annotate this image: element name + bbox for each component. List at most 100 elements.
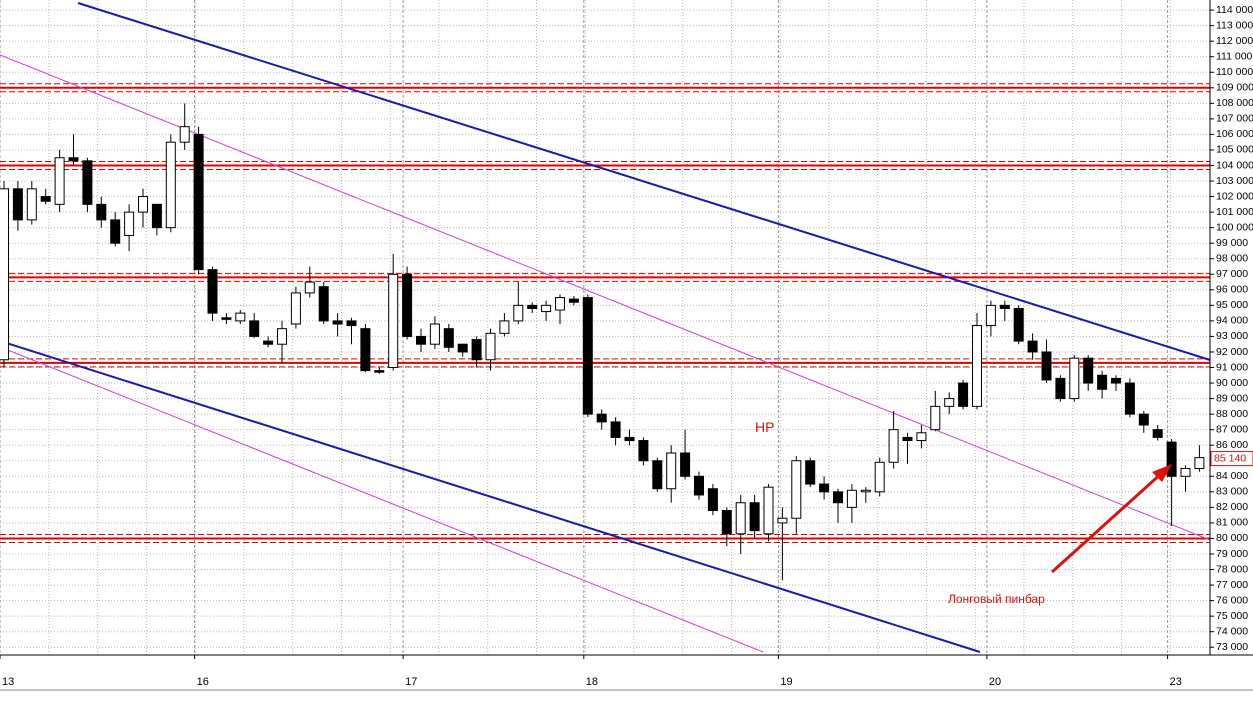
candle-body: [402, 273, 413, 337]
candle-body: [235, 312, 246, 322]
y-tick-label: 101 000: [1216, 206, 1253, 218]
candle-body: [96, 203, 107, 221]
y-tick-label: 86 000: [1216, 439, 1248, 451]
candle-body: [26, 188, 37, 221]
candle-body: [972, 325, 982, 407]
y-tick-label: 79 000: [1216, 548, 1248, 560]
y-tick-label: 81 000: [1216, 517, 1248, 529]
candle-body: [596, 413, 607, 423]
candle-body: [165, 141, 176, 229]
x-tick-label: 13: [2, 676, 14, 688]
y-tick-label: 75 000: [1216, 610, 1248, 622]
candle-body: [846, 489, 857, 508]
candle-body: [610, 421, 621, 438]
candle-body: [1180, 468, 1191, 477]
candle-body: [388, 273, 399, 369]
candle-body: [82, 160, 93, 205]
candle-body: [1194, 457, 1205, 470]
y-tick-label: 84 000: [1216, 470, 1248, 482]
candle-body: [471, 339, 482, 361]
y-tick-label: 94 000: [1216, 315, 1248, 327]
y-tick-label: 93 000: [1216, 330, 1248, 342]
annotation: Лонговый пинбар: [948, 592, 1045, 606]
candle-body: [1027, 340, 1038, 353]
candle-body: [1124, 382, 1135, 415]
candle-body: [221, 317, 232, 320]
candle-body: [1111, 377, 1121, 384]
y-tick-label: 108 000: [1216, 97, 1253, 109]
candle-body: [332, 320, 343, 325]
candle-body: [888, 429, 899, 463]
candle-body: [374, 370, 385, 373]
candle-body: [68, 157, 79, 162]
candle-body: [110, 219, 121, 244]
candle-body: [805, 460, 816, 485]
candle-body: [763, 486, 774, 535]
y-tick-label: 112 000: [1216, 35, 1253, 47]
candle-body: [652, 460, 663, 490]
candle-body: [777, 517, 788, 524]
trend-line: [0, 340, 981, 653]
candle-body: [1152, 429, 1163, 438]
y-tick-label: 113 000: [1216, 19, 1253, 31]
x-tick-label: 18: [586, 676, 598, 688]
candle-body: [207, 269, 218, 314]
x-tick-label: 20: [989, 676, 1001, 688]
candle-body: [124, 211, 135, 236]
candle-body: [666, 452, 677, 490]
candle-body: [40, 196, 51, 202]
candle-body: [290, 292, 301, 325]
y-tick-label: 88 000: [1216, 408, 1248, 420]
candle-body: [568, 298, 579, 303]
candles: [0, 103, 1205, 581]
grid: [0, 0, 1210, 655]
y-tick-label: 95 000: [1216, 299, 1248, 311]
last-price-label: 85 140: [1214, 452, 1246, 464]
candle-body: [707, 488, 718, 511]
x-tick-label: 19: [780, 676, 792, 688]
candle-body: [930, 405, 941, 431]
y-tick-label: 104 000: [1216, 159, 1253, 171]
candle-body: [318, 286, 329, 322]
candle-body: [819, 483, 830, 493]
candle-body: [999, 304, 1010, 309]
candle-body: [791, 460, 802, 519]
x-tick-label: 16: [197, 676, 209, 688]
candle-body: [1138, 413, 1149, 426]
candle-body: [513, 304, 524, 322]
candle-body: [721, 509, 732, 535]
candle-body: [249, 320, 260, 337]
y-tick-label: 111 000: [1216, 51, 1253, 63]
candle-body: [958, 382, 969, 407]
y-tick-label: 100 000: [1216, 221, 1253, 233]
candle-body: [1013, 307, 1024, 342]
candle-body: [541, 304, 552, 313]
candle-body: [985, 304, 996, 327]
arrow-shaft: [1050, 470, 1165, 574]
y-tick-label: 77 000: [1216, 579, 1248, 591]
y-tick-label: 87 000: [1216, 423, 1248, 435]
candle-body: [1041, 351, 1052, 381]
y-tick-label: 89 000: [1216, 392, 1248, 404]
candle-body: [916, 432, 927, 442]
candle-body: [499, 320, 510, 334]
candle-body: [680, 452, 691, 477]
candle-body: [485, 332, 496, 361]
candle-body: [1083, 357, 1094, 384]
candle-body: [1097, 374, 1108, 390]
candle-body: [360, 328, 371, 372]
y-tick-label: 109 000: [1216, 82, 1253, 94]
y-tick-label: 99 000: [1216, 237, 1248, 249]
y-tick-label: 90 000: [1216, 377, 1248, 389]
y-tick-label: 96 000: [1216, 284, 1248, 296]
candle-body: [193, 133, 204, 271]
candle-body: [638, 440, 649, 462]
candle-body: [429, 323, 440, 345]
candle-body: [346, 320, 357, 327]
candle-body: [944, 398, 955, 407]
candle-body: [138, 196, 148, 213]
candle-body: [749, 502, 760, 532]
candle-body: [527, 304, 538, 309]
